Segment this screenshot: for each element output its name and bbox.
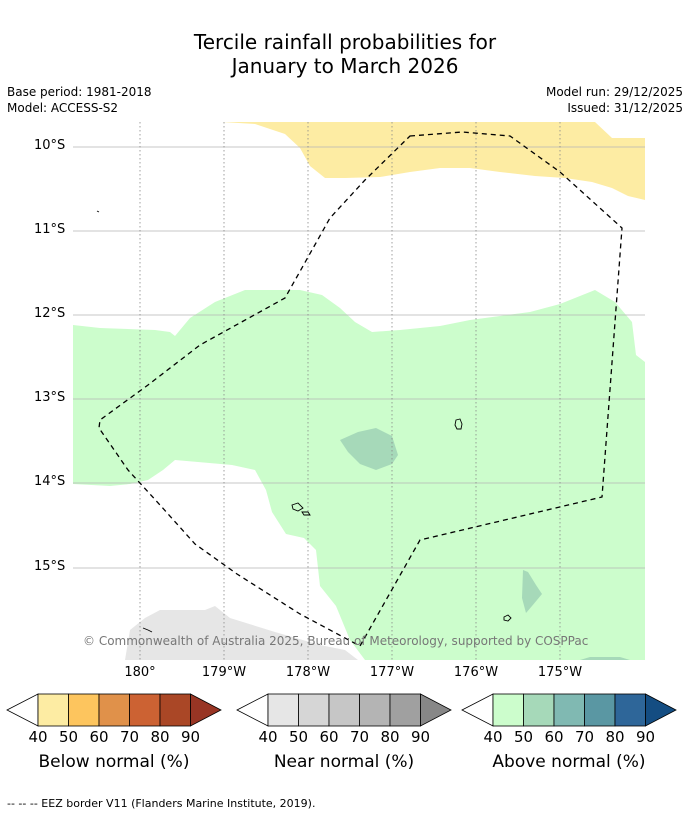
legend-near-swatch-3 [328, 693, 360, 727]
island-southwest [142, 627, 153, 633]
legend-near-swatch-2 [298, 693, 330, 727]
lat-label-10s: 10°S [34, 138, 66, 153]
legend-below-swatch-2 [68, 693, 100, 727]
legend-below-swatch-4 [129, 693, 161, 727]
island-alofi [301, 511, 311, 516]
legend-above-swatch-3 [553, 693, 585, 727]
legend-below-tick-80: 80 [150, 728, 170, 746]
lon-label-180: 180° [124, 665, 156, 680]
legend-below-title: Below normal (%) [38, 752, 190, 772]
legend-above-title: Above normal (%) [492, 752, 646, 772]
legend-above-tick-40: 40 [483, 728, 503, 746]
base-period-text: Base period: 1981-2018 [7, 85, 152, 99]
above-normal-50-patch-2 [522, 570, 542, 613]
island-west [96, 210, 100, 213]
legend-above-overflow [645, 693, 677, 727]
lat-label-11s: 11°S [34, 222, 66, 237]
legend-near-swatch-4 [359, 693, 391, 727]
lon-label-177w: 177°W [369, 665, 415, 680]
lon-label-178w: 178°W [285, 665, 331, 680]
model-run-text: Model run: 29/12/2025 [545, 85, 683, 99]
legend-below-normal [6, 693, 222, 727]
legend-near-title: Near normal (%) [273, 752, 415, 772]
island-south [503, 614, 512, 622]
legend-above-underflow [461, 693, 494, 727]
lon-label-179w: 179°W [201, 665, 247, 680]
legend-above-tick-80: 80 [605, 728, 625, 746]
legend-above-tick-50: 50 [513, 728, 534, 746]
legend-near-normal [236, 693, 452, 727]
legend-below-underflow [6, 693, 39, 727]
islands [96, 210, 512, 633]
legend-above-tick-90: 90 [635, 728, 656, 746]
title-line-2: January to March 2026 [231, 54, 459, 78]
legend-near-tick-70: 70 [349, 728, 370, 746]
legend-above-tick-60: 60 [544, 728, 564, 746]
island-wallis [454, 418, 463, 430]
legend-above-swatch-1 [492, 693, 524, 727]
lat-label-14s: 14°S [34, 474, 66, 489]
island-futuna [291, 502, 304, 512]
legend-below-tick-40: 40 [28, 728, 48, 746]
lon-label-175w: 175°W [537, 665, 583, 680]
legend-near-tick-40: 40 [258, 728, 278, 746]
above-normal-region [73, 290, 645, 660]
legend-below-swatch-1 [37, 693, 69, 727]
legend-below-tick-50: 50 [58, 728, 79, 746]
legend-above-swatch-4 [584, 693, 616, 727]
legend-below-overflow [190, 693, 222, 727]
eez-border [98, 131, 623, 647]
lat-label-12s: 12°S [34, 306, 66, 321]
legend-near-swatch-5 [389, 693, 421, 727]
lon-label-176w: 176°W [453, 665, 499, 680]
map-title: Tercile rainfall probabilities for Janua… [0, 30, 690, 78]
legend-near-tick-50: 50 [288, 728, 309, 746]
meta-right: Model run: 29/12/2025 Issued: 31/12/2025 [546, 84, 683, 116]
model-text: Model: ACCESS-S2 [7, 101, 119, 115]
legend-near-tick-80: 80 [380, 728, 400, 746]
legend-near-underflow [236, 693, 269, 727]
legend-below-swatch-3 [98, 693, 130, 727]
issued-text: Issued: 31/12/2025 [567, 101, 683, 115]
near-normal-region [125, 606, 358, 660]
below-normal-region [222, 122, 645, 200]
legend-below-tick-70: 70 [119, 728, 140, 746]
copyright-text: © Commonwealth of Australia 2025, Bureau… [83, 634, 588, 648]
above-normal-50-patch-3 [580, 657, 630, 660]
legend-above-swatch-2 [523, 693, 555, 727]
map-area: © Commonwealth of Australia 2025, Bureau… [73, 122, 645, 660]
legend-near-overflow [420, 693, 452, 727]
legend-below-tick-90: 90 [180, 728, 201, 746]
meta-left: Base period: 1981-2018 Model: ACCESS-S2 [7, 84, 152, 116]
eez-footnote: -- -- -- EEZ border V11 (Flanders Marine… [7, 797, 316, 810]
legend-near-tick-90: 90 [410, 728, 431, 746]
lat-label-13s: 13°S [34, 390, 66, 405]
legend-below-tick-60: 60 [89, 728, 109, 746]
title-line-1: Tercile rainfall probabilities for [193, 30, 497, 54]
legend-near-tick-60: 60 [319, 728, 339, 746]
legend-above-swatch-5 [614, 693, 646, 727]
legend-above-normal [461, 693, 677, 727]
lat-label-15s: 15°S [34, 559, 66, 574]
legend-above-tick-70: 70 [574, 728, 595, 746]
latitude-gridlines [73, 146, 645, 569]
legend-below-swatch-5 [159, 693, 191, 727]
legend-near-swatch-1 [267, 693, 299, 727]
above-normal-50-patch-1 [340, 428, 398, 470]
